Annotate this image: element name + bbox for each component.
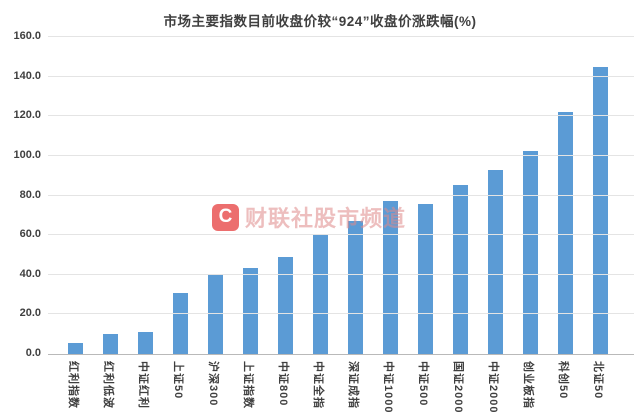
bar-slot [303,37,338,354]
bar-slot [513,37,548,354]
bar-slot [338,37,373,354]
bar-中证全指 [313,235,328,354]
bar-slot [478,37,513,354]
bar-中证500 [418,204,433,354]
gridline [48,194,634,196]
x-axis-label: 红利指数 [66,361,79,409]
bar-科创50 [558,112,573,354]
x-slot: 北证50 [583,359,618,420]
bar-slot [268,37,303,354]
x-axis-label: 红利低波 [101,361,114,409]
x-slot: 上证50 [163,359,198,420]
bar-中证2000 [488,169,503,354]
x-axis-label: 深证成指 [346,361,359,409]
x-axis-label: 上证50 [171,361,184,400]
bar-slot [58,37,93,354]
bar-中证1000 [383,201,398,354]
x-slot: 红利指数 [58,359,93,420]
bar-slot [128,37,163,354]
y-axis-tick-label: 160.0 [13,30,41,42]
bar-slot [163,37,198,354]
x-slot: 中证红利 [128,359,163,420]
bar-上证指数 [243,268,258,354]
x-axis-label: 科创50 [556,361,569,400]
bar-slot [233,37,268,354]
chart-title: 市场主要指数目前收盘价较“924”收盘价涨跌幅(%) [163,14,477,29]
x-slot: 中证全指 [303,359,338,420]
bar-中证红利 [138,332,153,354]
x-axis-label: 上证指数 [241,361,254,409]
y-axis-tick-label: 80.0 [19,188,41,201]
x-slot: 科创50 [548,359,583,420]
x-axis-label: 中证800 [276,361,289,407]
x-slot: 国证2000 [443,359,478,420]
gridline [48,154,634,156]
bar-红利低波 [103,334,118,354]
bar-深证成指 [348,221,363,354]
bar-slot [583,37,618,354]
x-slot: 中证2000 [478,359,513,420]
bar-上证50 [173,292,188,354]
x-slot: 沪深300 [198,359,233,420]
x-axis-label: 沪深300 [206,361,219,407]
x-slot: 中证1000 [373,359,408,420]
bar-红利指数 [68,342,83,354]
bar-slot [93,37,128,354]
x-axis-label: 中证红利 [136,361,149,409]
y-axis-tick-label: 40.0 [19,267,41,280]
y-axis-tick-label: 140.0 [13,69,41,82]
x-axis-label: 中证全指 [311,361,324,409]
x-axis-label: 创业板指 [521,361,534,409]
x-axis-label: 中证2000 [486,361,499,414]
x-slot: 红利低波 [93,359,128,420]
x-axis-label: 北证50 [591,361,604,400]
gridline [48,115,634,117]
gridline [48,36,634,37]
bar-slot [373,37,408,354]
x-slot: 上证指数 [233,359,268,420]
y-axis-tick-label: 60.0 [19,228,41,241]
gridline [48,313,634,315]
y-axis: 0.0 20.0 40.0 60.0 80.0 100.0 120.0 140.0 160.0 [0,0,48,420]
x-axis: 红利指数 红利低波 中证红利 上证50 沪深300 上证指数 中证800 中证全指 深证成指 中证… [58,359,618,420]
x-slot: 深证成指 [338,359,373,420]
x-axis-label: 中证1000 [381,361,394,414]
bar-slot [198,37,233,354]
bars-row [58,37,618,354]
x-slot: 中证800 [268,359,303,420]
bar-北证50 [593,66,608,354]
x-axis-label: 中证500 [416,361,429,407]
gridline [48,273,634,275]
bar-slot [408,37,443,354]
y-axis-tick-label: 0.0 [25,347,41,359]
y-axis-tick-label: 20.0 [19,307,41,320]
x-axis-label: 国证2000 [451,361,464,414]
plot-area [48,36,634,355]
bar-国证2000 [453,184,468,354]
bar-slot [443,37,478,354]
y-axis-tick-label: 120.0 [13,109,41,122]
x-slot: 中证500 [408,359,443,420]
gridline [48,234,634,236]
bar-slot [548,37,583,354]
bar-中证800 [278,256,293,354]
bar-创业板指 [523,150,538,354]
y-axis-tick-label: 100.0 [13,148,41,161]
gridline [48,75,634,77]
x-slot: 创业板指 [513,359,548,420]
